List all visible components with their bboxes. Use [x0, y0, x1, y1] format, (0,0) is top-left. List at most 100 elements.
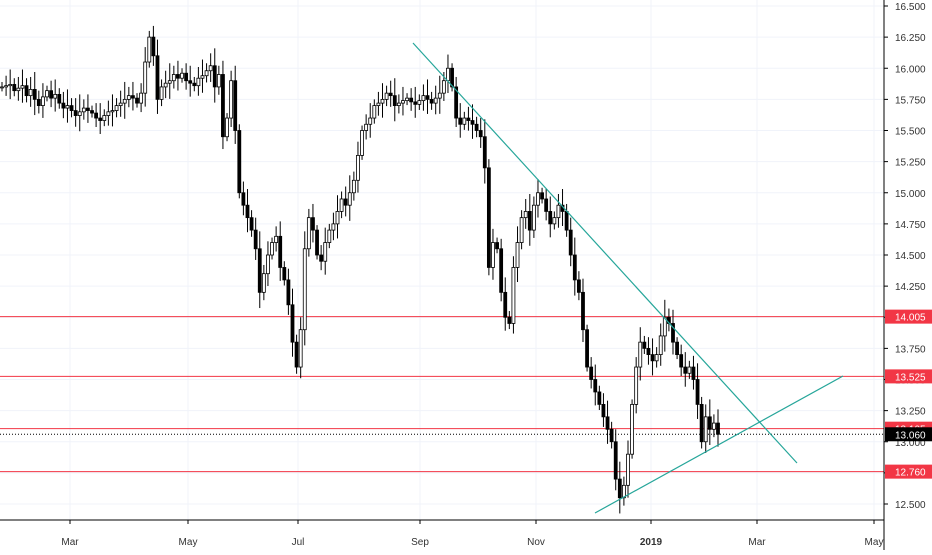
candle-body — [126, 95, 131, 100]
candle-body — [634, 366, 639, 405]
candle-body — [57, 93, 62, 104]
candle-body — [351, 179, 356, 194]
candle-body — [28, 89, 33, 97]
y-tick-label: 15.000 — [895, 189, 926, 200]
candle-body — [433, 97, 438, 104]
candle-body — [372, 105, 377, 119]
level-price-label-bg — [885, 309, 932, 324]
candle-body — [147, 36, 152, 63]
candle-body — [601, 403, 606, 418]
candle-body — [703, 416, 708, 443]
y-tick-label: 12.500 — [895, 500, 926, 511]
candle-body — [630, 403, 634, 455]
last-price-label: 13.060 — [895, 430, 926, 441]
candle-body — [675, 341, 679, 355]
candle-body — [405, 97, 409, 102]
candle-body — [368, 117, 373, 125]
trendline-support[interactable] — [594, 375, 844, 514]
candle-body — [253, 229, 258, 250]
candle-body — [446, 67, 450, 82]
candle-body — [225, 117, 229, 138]
candle-body — [556, 204, 561, 219]
level-price-label-bg — [885, 464, 932, 479]
candle-body — [392, 95, 397, 106]
candle-body — [454, 86, 459, 119]
candle-body — [413, 101, 418, 105]
candle-body — [270, 242, 274, 256]
candle-body — [204, 70, 209, 77]
candle-body — [683, 366, 688, 374]
candle-body — [298, 329, 303, 368]
horizontal-levels — [0, 316, 884, 473]
candle-body — [102, 115, 107, 121]
candle-body — [364, 123, 369, 131]
candle-body — [654, 354, 659, 362]
candle-body — [474, 123, 479, 131]
candle-body — [118, 102, 123, 107]
candle-body — [237, 130, 242, 194]
candle-body — [81, 107, 86, 113]
candle-body — [0, 86, 4, 89]
candle-body — [339, 198, 344, 212]
candle-body — [114, 105, 119, 111]
trendlines — [412, 42, 844, 514]
candle-body — [609, 428, 614, 443]
candle-body — [327, 229, 332, 243]
candle-body — [605, 416, 610, 430]
candle-body — [707, 416, 712, 430]
candle-body — [106, 111, 111, 116]
candle-body — [16, 87, 21, 92]
candle-body — [306, 217, 311, 250]
x-tick-label: Nov — [527, 537, 545, 548]
candle-body — [458, 117, 463, 125]
candle-body — [176, 74, 180, 79]
candle-body — [131, 95, 135, 99]
candle-body — [4, 85, 8, 88]
candle-body — [41, 96, 45, 107]
candle-body — [143, 61, 148, 94]
candle-body — [646, 347, 651, 355]
candle-body — [527, 211, 532, 231]
candle-body — [360, 130, 364, 156]
candle-body — [32, 89, 37, 100]
grid — [0, 0, 884, 520]
candle-body — [650, 354, 655, 362]
candle-body — [695, 379, 700, 405]
candle-body — [511, 267, 516, 324]
candle-body — [593, 379, 598, 393]
candle-body — [499, 248, 504, 293]
candle-body — [658, 335, 663, 355]
y-tick-label: 14.500 — [895, 251, 926, 262]
candle-body — [384, 92, 389, 100]
candle-body — [290, 304, 295, 343]
candle-body — [49, 90, 53, 99]
y-tick-label: 16.500 — [895, 2, 926, 13]
candle-body — [61, 102, 66, 109]
candle-body — [77, 111, 82, 116]
candle-body — [356, 154, 360, 181]
candle-body — [486, 167, 491, 268]
level-price-label: 12.760 — [895, 468, 926, 479]
candle-body — [319, 254, 324, 262]
trendline-resistance[interactable] — [412, 42, 798, 464]
candle-body — [687, 366, 692, 374]
candle-body — [65, 105, 70, 109]
candle-body — [417, 100, 422, 105]
candle-body — [53, 93, 58, 99]
candle-body — [671, 323, 675, 343]
candle-body — [294, 341, 299, 368]
candle-body — [98, 117, 103, 121]
candle-body — [523, 211, 528, 219]
candle-body — [282, 267, 287, 281]
candle-body — [613, 441, 618, 480]
candle-body — [45, 90, 49, 98]
candle-body — [347, 192, 352, 206]
candle-body — [208, 65, 213, 72]
candle-body — [679, 354, 684, 368]
candle-body — [221, 74, 225, 138]
candle-body — [171, 74, 176, 82]
